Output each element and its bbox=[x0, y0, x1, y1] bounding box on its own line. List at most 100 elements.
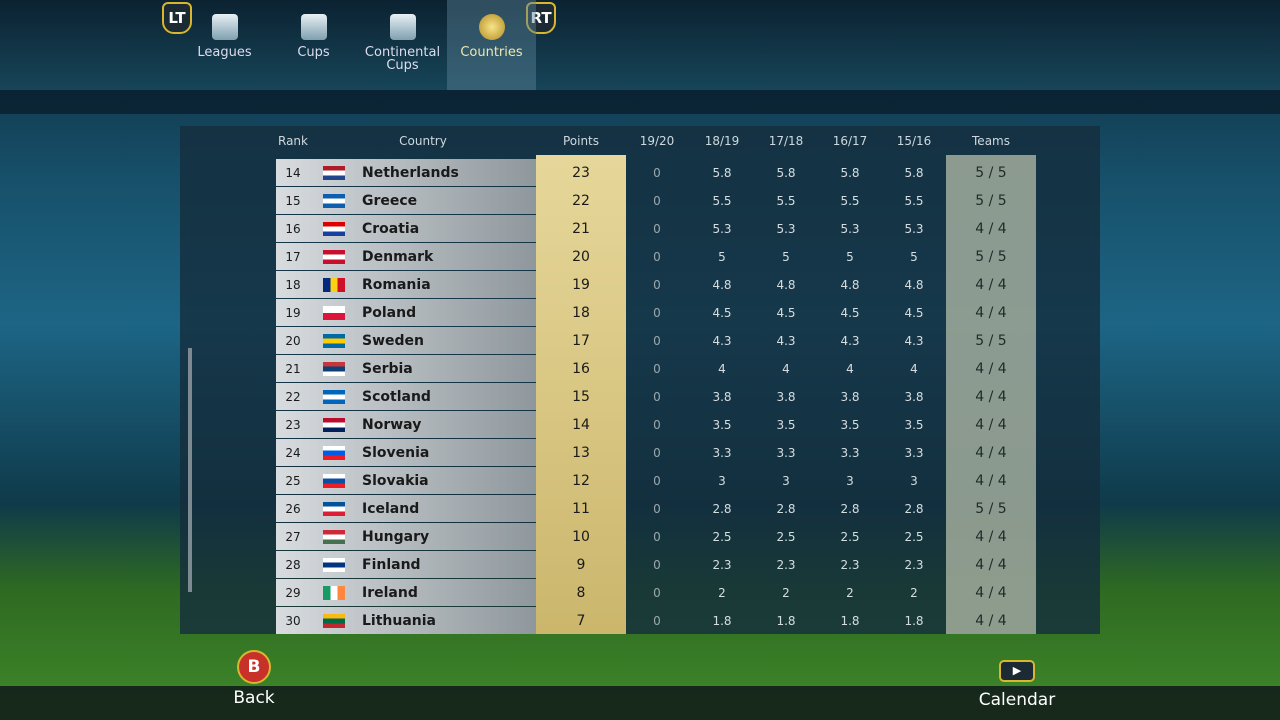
coef-1516: 2.3 bbox=[904, 558, 924, 572]
country-name: Norway bbox=[362, 417, 422, 433]
column-header[interactable]: Points bbox=[562, 134, 600, 148]
coef-1516: 4 bbox=[910, 362, 918, 376]
teams: 5 / 5 bbox=[975, 501, 1007, 517]
column-header[interactable]: Rank bbox=[278, 134, 308, 148]
coef-1718: 4.8 bbox=[776, 278, 796, 292]
coef-1718: 4 bbox=[782, 362, 790, 376]
teams: 4 / 4 bbox=[975, 361, 1007, 377]
coef-1516: 2.8 bbox=[904, 502, 924, 516]
coef-1617: 3.8 bbox=[840, 390, 860, 404]
coef-1819: 2.8 bbox=[712, 502, 732, 516]
rank: 19 bbox=[285, 306, 301, 320]
column-header[interactable]: 16/17 bbox=[832, 134, 868, 148]
coef-1617: 4.3 bbox=[840, 334, 860, 348]
rank: 29 bbox=[285, 586, 301, 600]
coef-1920: 0 bbox=[653, 530, 661, 544]
column-header[interactable]: Country bbox=[399, 134, 447, 148]
coef-1920: 0 bbox=[653, 334, 661, 348]
tab-icon bbox=[389, 14, 416, 40]
coef-1617: 2.3 bbox=[840, 558, 860, 572]
tab-icon bbox=[300, 14, 327, 40]
tab[interactable]: Cups bbox=[269, 0, 358, 90]
flag bbox=[323, 166, 345, 180]
coef-1819: 3.5 bbox=[712, 418, 732, 432]
back-label: Back bbox=[233, 688, 275, 708]
coef-1516: 3.3 bbox=[904, 446, 924, 460]
b-key: B bbox=[237, 650, 271, 684]
teams: 4 / 4 bbox=[975, 221, 1007, 237]
flag bbox=[323, 558, 345, 572]
coef-1718: 1.8 bbox=[776, 614, 796, 628]
coef-1617: 5.3 bbox=[840, 222, 860, 236]
country-name: Hungary bbox=[362, 529, 430, 545]
start-key: ▶ bbox=[999, 660, 1035, 682]
points: 7 bbox=[576, 613, 586, 629]
coef-1718: 3.5 bbox=[776, 418, 796, 432]
lt-bumper[interactable]: LT bbox=[162, 2, 192, 34]
rt-bumper[interactable]: RT bbox=[526, 2, 556, 34]
tab[interactable]: Leagues bbox=[180, 0, 269, 90]
points: 12 bbox=[572, 473, 590, 489]
coef-1920: 0 bbox=[653, 586, 661, 600]
points: 11 bbox=[572, 501, 590, 517]
country-cell-bg bbox=[276, 327, 536, 354]
country-name: Slovenia bbox=[362, 445, 430, 461]
coef-1516: 1.8 bbox=[904, 614, 924, 628]
country-cell-bg bbox=[276, 243, 536, 270]
rank: 17 bbox=[285, 250, 301, 264]
teams: 4 / 4 bbox=[975, 277, 1007, 293]
tab[interactable]: Countries bbox=[447, 0, 536, 90]
points: 23 bbox=[572, 165, 590, 181]
points: 8 bbox=[576, 585, 586, 601]
teams: 4 / 4 bbox=[975, 473, 1007, 489]
country-cell-bg bbox=[276, 215, 536, 242]
column-header[interactable]: Teams bbox=[972, 134, 1010, 148]
coef-1617: 5.8 bbox=[840, 166, 860, 180]
country-cell-bg bbox=[276, 355, 536, 382]
coef-1819: 5.8 bbox=[712, 166, 732, 180]
coef-1516: 2.5 bbox=[904, 530, 924, 544]
coef-1516: 3.8 bbox=[904, 390, 924, 404]
flag bbox=[323, 390, 345, 404]
rank: 26 bbox=[285, 502, 301, 516]
flag bbox=[323, 446, 345, 460]
coef-1819: 2 bbox=[718, 586, 726, 600]
coef-1718: 3.3 bbox=[776, 446, 796, 460]
rank: 21 bbox=[285, 362, 301, 376]
country-cell-bg bbox=[276, 411, 536, 438]
coef-1920: 0 bbox=[653, 390, 661, 404]
coef-1617: 4 bbox=[846, 362, 854, 376]
coef-1819: 2.5 bbox=[712, 530, 732, 544]
tab[interactable]: Continental Cups bbox=[358, 0, 447, 90]
rank: 15 bbox=[285, 194, 301, 208]
flag bbox=[323, 362, 345, 376]
flag bbox=[323, 250, 345, 264]
rank: 16 bbox=[285, 222, 301, 236]
flag bbox=[323, 306, 345, 320]
coef-1718: 5.8 bbox=[776, 166, 796, 180]
coef-1516: 4.3 bbox=[904, 334, 924, 348]
back-button[interactable]: B Back bbox=[214, 650, 294, 708]
teams: 5 / 5 bbox=[975, 165, 1007, 181]
coef-1617: 4.5 bbox=[840, 306, 860, 320]
calendar-label: Calendar bbox=[978, 690, 1056, 710]
coef-1819: 4.8 bbox=[712, 278, 732, 292]
coef-1617: 2.5 bbox=[840, 530, 860, 544]
rank: 28 bbox=[285, 558, 301, 572]
country-cell-bg bbox=[276, 159, 536, 186]
column-header[interactable]: 15/16 bbox=[896, 134, 932, 148]
column-header[interactable]: 17/18 bbox=[768, 134, 804, 148]
coef-1617: 5.5 bbox=[840, 194, 860, 208]
country-name: Scotland bbox=[362, 389, 431, 405]
scrollbar[interactable] bbox=[188, 348, 192, 592]
calendar-button[interactable]: ▶ Calendar bbox=[967, 660, 1067, 710]
coef-1920: 0 bbox=[653, 166, 661, 180]
column-header[interactable]: 18/19 bbox=[704, 134, 740, 148]
column-header[interactable]: 19/20 bbox=[639, 134, 675, 148]
coef-1516: 4.8 bbox=[904, 278, 924, 292]
country-name: Lithuania bbox=[362, 613, 437, 629]
points: 19 bbox=[572, 277, 590, 293]
coef-1617: 5 bbox=[846, 250, 854, 264]
country-cell-bg bbox=[276, 551, 536, 578]
coef-1718: 2.3 bbox=[776, 558, 796, 572]
